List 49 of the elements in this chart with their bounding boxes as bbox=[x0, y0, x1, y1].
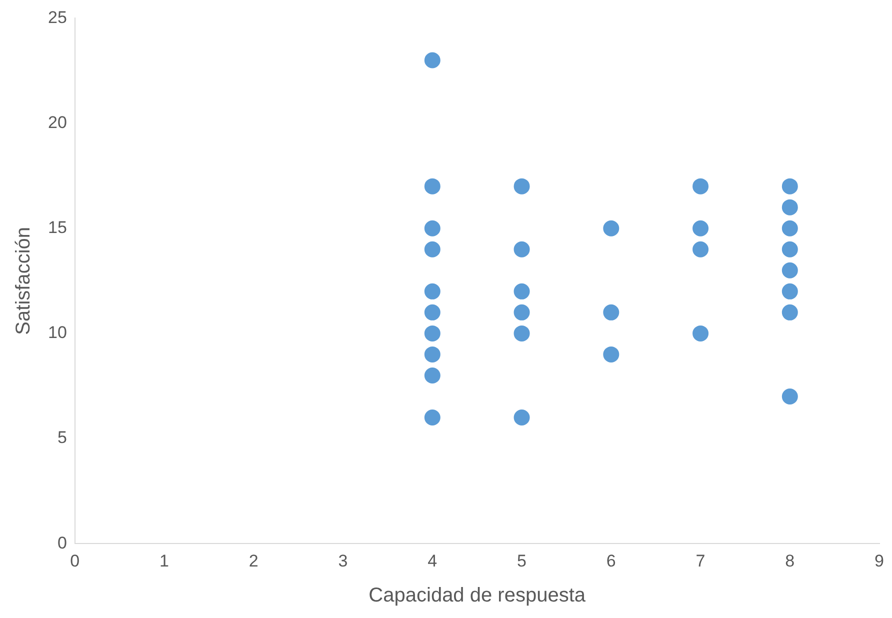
point bbox=[782, 199, 798, 216]
x-tick-label: 0 bbox=[70, 551, 80, 570]
x-tick-label: 4 bbox=[428, 551, 438, 570]
point bbox=[514, 410, 530, 426]
point bbox=[782, 304, 798, 320]
point bbox=[782, 283, 798, 300]
y-tick-label: 15 bbox=[48, 218, 67, 238]
point bbox=[692, 241, 709, 258]
point bbox=[424, 367, 440, 384]
point bbox=[514, 304, 530, 320]
point bbox=[424, 178, 440, 194]
y-tick-label: 0 bbox=[57, 533, 67, 552]
x-tick-label: 9 bbox=[874, 551, 884, 570]
point bbox=[424, 220, 440, 236]
x-tick-label: 5 bbox=[517, 551, 527, 570]
x-tick-label: 7 bbox=[696, 551, 706, 570]
point bbox=[603, 346, 620, 362]
x-tick-label: 2 bbox=[248, 551, 258, 570]
point bbox=[603, 220, 620, 236]
point bbox=[782, 178, 798, 194]
point bbox=[424, 346, 440, 362]
point bbox=[424, 325, 440, 342]
x-tick-label: 6 bbox=[606, 551, 616, 570]
y-tick-label: 20 bbox=[48, 112, 67, 132]
y-tick-label: 25 bbox=[48, 8, 67, 27]
y-tick-label: 5 bbox=[57, 428, 67, 448]
point bbox=[424, 241, 440, 258]
x-tick-label: 1 bbox=[160, 551, 170, 570]
y-axis-title: Satisfacción bbox=[12, 226, 35, 335]
point bbox=[692, 178, 709, 194]
point bbox=[514, 178, 530, 194]
point bbox=[424, 283, 440, 300]
x-tick-label: 8 bbox=[785, 551, 795, 570]
point bbox=[603, 304, 620, 320]
point bbox=[424, 410, 440, 426]
point bbox=[782, 220, 798, 236]
point bbox=[782, 262, 798, 278]
point bbox=[424, 52, 440, 68]
point bbox=[692, 220, 709, 236]
x-axis-title: Capacidad de respuesta bbox=[368, 584, 586, 607]
point bbox=[782, 241, 798, 258]
point bbox=[782, 388, 798, 404]
point bbox=[424, 304, 440, 320]
x-tick-label: 3 bbox=[338, 551, 348, 570]
point bbox=[514, 325, 530, 342]
point bbox=[514, 283, 530, 300]
point bbox=[692, 325, 709, 342]
point bbox=[514, 241, 530, 258]
y-tick-label: 10 bbox=[48, 323, 67, 342]
